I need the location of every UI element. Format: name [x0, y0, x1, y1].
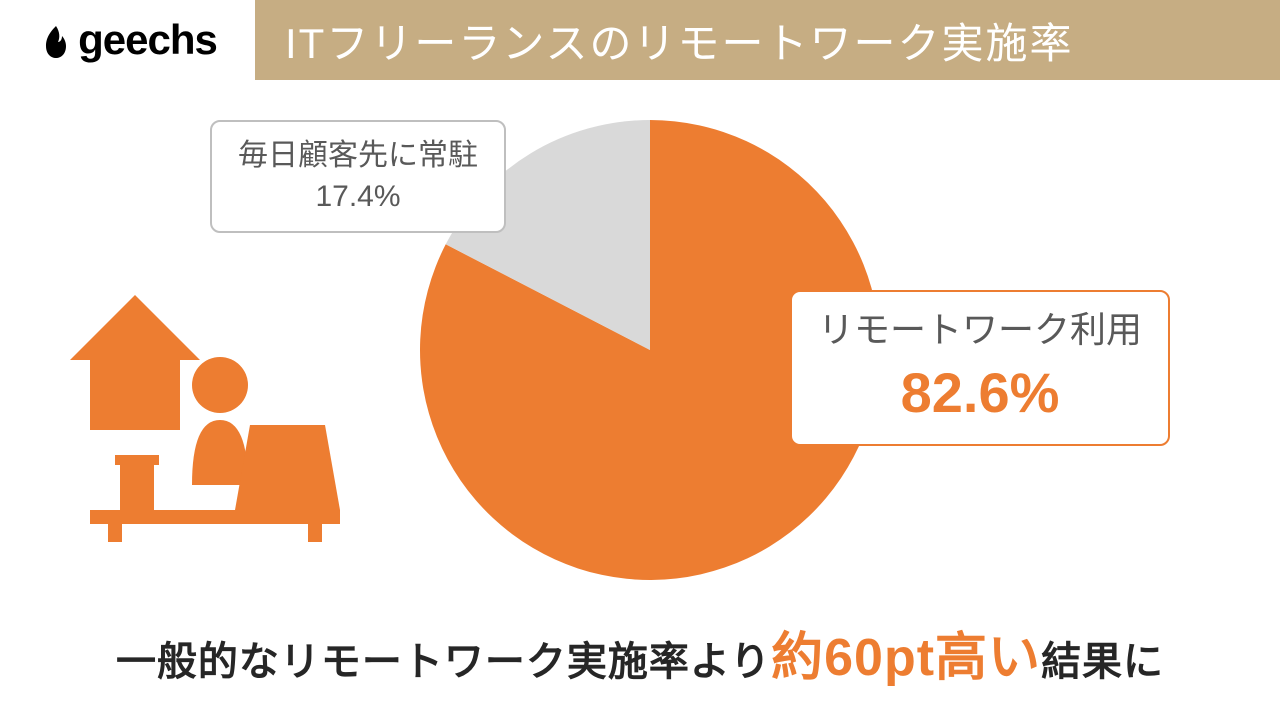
- footer-highlight: 約60pt高い: [771, 629, 1041, 687]
- footer-pre: 一般的なリモートワーク実施率より: [116, 640, 771, 684]
- logo-area: geechs: [0, 0, 255, 80]
- page-title: ITフリーランスのリモートワーク実施率: [285, 10, 1074, 71]
- work-from-home-icon: [60, 250, 340, 550]
- callout-onsite-value: 17.4%: [238, 177, 478, 218]
- callout-onsite-label: 毎日顧客先に常駐: [238, 136, 478, 177]
- callout-remote-label: リモートワーク利用: [818, 306, 1142, 355]
- laptop-icon: [235, 425, 340, 510]
- logo-text: geechs: [78, 16, 217, 64]
- callout-remote: リモートワーク利用 82.6%: [790, 290, 1170, 446]
- footer-summary: 一般的なリモートワーク実施率より約60pt高い結果に: [0, 615, 1280, 690]
- callout-remote-value: 82.6%: [818, 355, 1142, 431]
- title-area: ITフリーランスのリモートワーク実施率: [255, 0, 1280, 80]
- header-bar: geechs ITフリーランスのリモートワーク実施率: [0, 0, 1280, 80]
- person-body-icon: [192, 420, 248, 485]
- cup-icon: [120, 465, 154, 510]
- logo: geechs: [38, 16, 217, 64]
- desk-icon: [90, 510, 340, 524]
- flame-icon: [38, 22, 74, 58]
- person-head-icon: [192, 357, 248, 413]
- footer-post: 結果に: [1041, 640, 1164, 684]
- house-icon: [70, 295, 200, 430]
- main-area: 毎日顧客先に常駐 17.4% リモートワーク利用 82.6%: [0, 80, 1280, 620]
- callout-onsite: 毎日顧客先に常駐 17.4%: [210, 120, 506, 233]
